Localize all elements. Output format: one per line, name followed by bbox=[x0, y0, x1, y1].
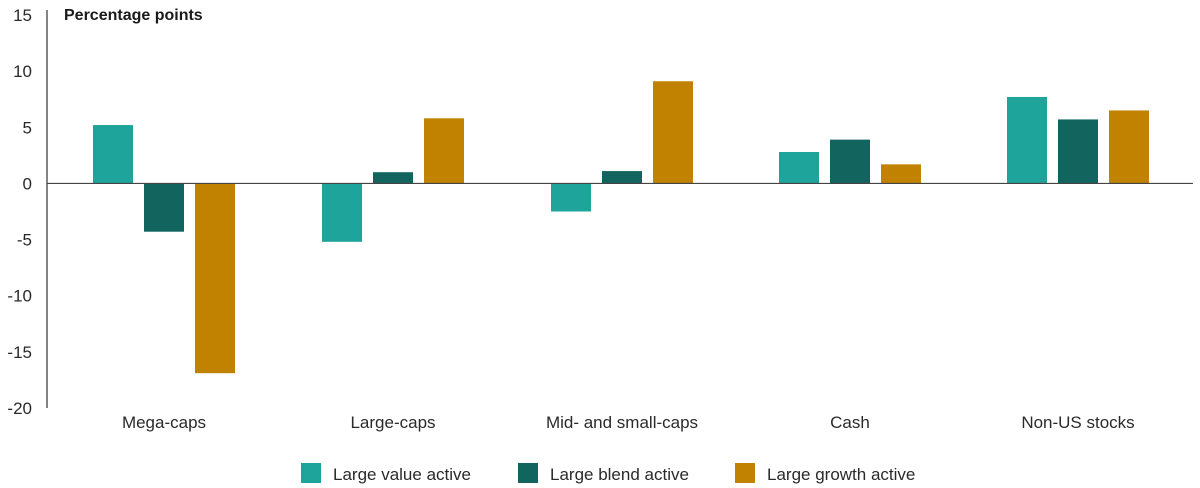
bar-large-value-active-cash bbox=[779, 151, 819, 184]
legend-label: Large value active bbox=[333, 465, 471, 484]
bar-large-growth-active-cash bbox=[881, 164, 921, 184]
y-tick-label: 15 bbox=[13, 6, 32, 25]
x-category-label: Mega-caps bbox=[122, 413, 206, 432]
y-axis-label: Percentage points bbox=[64, 7, 203, 24]
bar-large-blend-active-large-caps bbox=[373, 172, 413, 184]
y-tick-label: 5 bbox=[23, 118, 32, 137]
y-tick-label: -15 bbox=[7, 343, 32, 362]
y-tick-label: -20 bbox=[7, 399, 32, 418]
bar-large-blend-active-non-us-stocks bbox=[1058, 119, 1098, 184]
bars bbox=[93, 81, 1149, 374]
legend: Large value active Large blend active Larg… bbox=[301, 463, 915, 484]
y-tick-label: -10 bbox=[7, 287, 32, 306]
bar-large-growth-active-mid-and-small-caps bbox=[653, 81, 693, 184]
bar-large-value-active-mega-caps bbox=[93, 125, 133, 184]
bar-large-value-active-large-caps bbox=[322, 183, 362, 242]
legend-label: Large growth active bbox=[767, 465, 915, 484]
bar-large-growth-active-mega-caps bbox=[195, 183, 235, 374]
bar-large-value-active-non-us-stocks bbox=[1007, 96, 1047, 184]
y-tick-label: -5 bbox=[17, 231, 32, 250]
x-category-label: Mid- and small-caps bbox=[546, 413, 698, 432]
legend-swatch bbox=[735, 463, 755, 483]
y-tick-label: 0 bbox=[23, 174, 32, 193]
bar-large-value-active-mid-and-small-caps bbox=[551, 183, 591, 212]
x-category-label: Large-caps bbox=[350, 413, 435, 432]
bar-large-blend-active-cash bbox=[830, 139, 870, 184]
y-tick-label: 10 bbox=[13, 62, 32, 81]
bar-large-growth-active-non-us-stocks bbox=[1109, 110, 1149, 184]
legend-label: Large blend active bbox=[550, 465, 689, 484]
bar-large-blend-active-mid-and-small-caps bbox=[602, 171, 642, 184]
bar-large-growth-active-large-caps bbox=[424, 118, 464, 184]
x-category-label: Non-US stocks bbox=[1021, 413, 1134, 432]
legend-swatch bbox=[301, 463, 321, 483]
legend-swatch bbox=[518, 463, 538, 483]
y-axis-ticks: 15 10 5 0 -5 -10 -15 -20 bbox=[7, 6, 32, 418]
x-axis-categories: Mega-caps Large-caps Mid- and small-caps Ca… bbox=[122, 413, 1135, 432]
x-category-label: Cash bbox=[830, 413, 870, 432]
bar-large-blend-active-mega-caps bbox=[144, 183, 184, 232]
